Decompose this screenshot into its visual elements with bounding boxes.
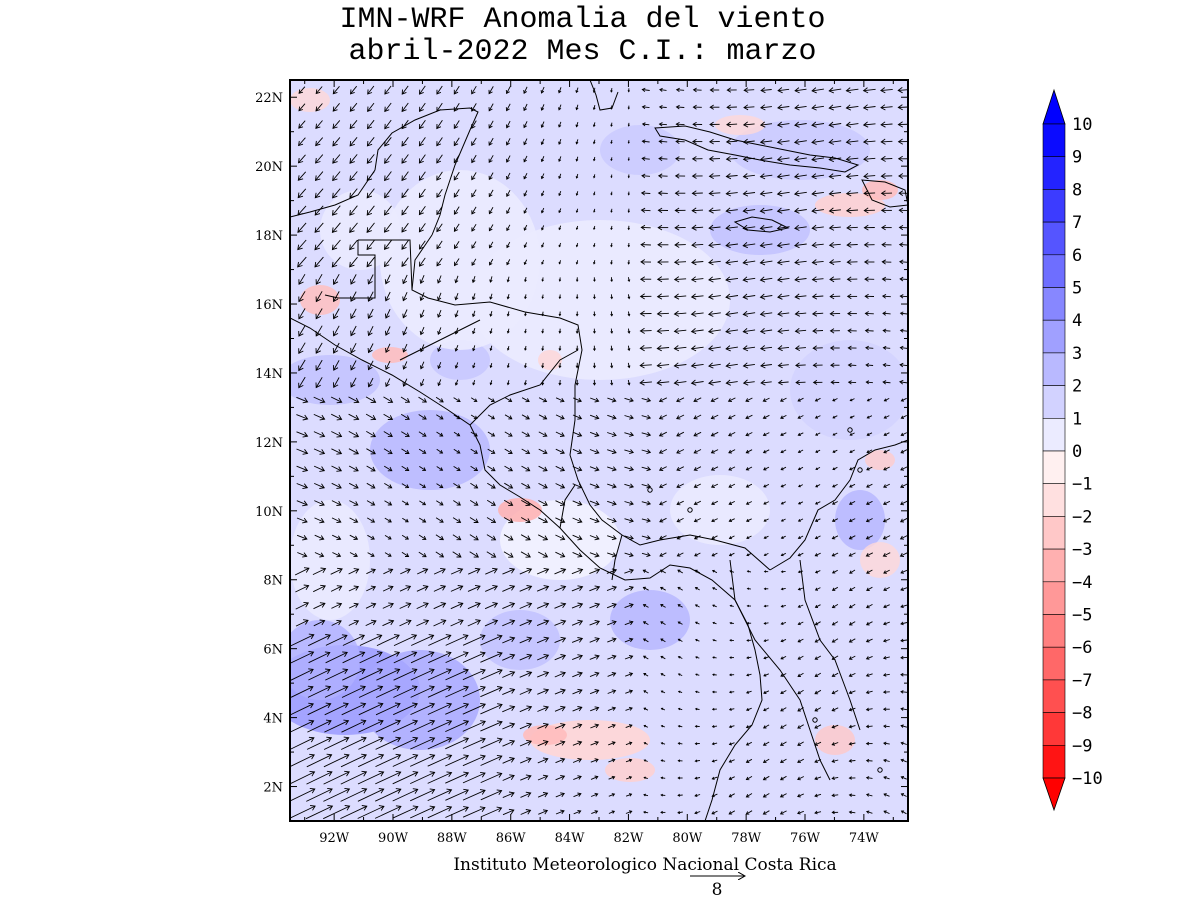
colorbar-label: 8 [1072,180,1082,200]
colorbar-bin [1042,679,1066,713]
colorbar-bin [1042,189,1066,223]
colorbar-bin [1042,221,1066,256]
colorbar-label: 1 [1072,409,1082,429]
colorbar-label: −6 [1072,638,1092,658]
lon-tick-label: 74W [849,831,880,846]
lat-tick-label: 12N [255,436,283,451]
colorbar-label: −5 [1072,606,1092,626]
colorbar-label: −4 [1072,573,1092,593]
lat-tick-label: 8N [263,574,283,589]
colorbar-bin [1042,352,1066,386]
colorbar-label: −9 [1072,736,1092,756]
lon-tick-label: 76W [790,831,821,846]
lon-tick-label: 84W [555,831,586,846]
colorbar-label: 0 [1072,442,1082,462]
lon-tick-label: 92W [319,831,350,846]
lon-tick-label: 78W [731,831,762,846]
colorbar-bin [1042,123,1066,158]
latitude-axis: 2N 4N 6N 8N 10N 12N 14N 16N 18N 20N 22N [255,91,908,822]
colorbar-label: −10 [1072,769,1103,789]
lat-tick-label: 20N [255,160,283,175]
colorbar-label: 6 [1072,246,1082,266]
colorbar-label: 10 [1072,115,1092,135]
colorbar-bin [1042,744,1066,779]
colorbar-bin [1042,581,1066,615]
colorbar-bin [1042,516,1066,550]
colorbar-bin [1042,287,1066,321]
colorbar-label: −2 [1072,507,1092,527]
colorbar-bin [1042,156,1066,190]
lon-tick-label: 86W [496,831,527,846]
colorbar-label: −8 [1072,704,1092,724]
lat-tick-label: 4N [263,712,283,727]
colorbar-bin [1042,548,1066,583]
lat-tick-label: 18N [255,229,283,244]
colorbar-label: 5 [1072,279,1082,299]
colorbar-bin [1042,614,1066,648]
chart-title-line-1: IMN-WRF Anomalia del viento [339,3,826,37]
lon-tick-label: 82W [613,831,644,846]
colorbar-label: 3 [1072,344,1082,364]
lon-tick-label: 90W [378,831,409,846]
colorbar-label: 2 [1072,377,1082,397]
colorbar-bin [1042,450,1066,485]
reference-vector-label: 8 [712,880,723,900]
colorbar-bottom-arrow [1042,777,1066,812]
lat-tick-label: 6N [263,643,283,658]
longitude-axis: 92W 90W 88W 86W 84W 82W 80W 78W 76W 74W [304,80,894,846]
colorbar-bin [1042,646,1066,681]
lat-tick-label: 22N [255,91,283,106]
lat-tick-label: 10N [255,505,283,520]
lon-tick-label: 80W [672,831,703,846]
colorbar-bin [1042,385,1066,419]
chart-title-line-2: abril-2022 Mes C.I.: marzo [348,35,817,69]
colorbar-bin [1042,712,1066,746]
reference-vector: 8 [690,876,745,900]
lon-tick-label: 88W [437,831,468,846]
colorbar-bin [1042,417,1066,452]
colorbar-label: 7 [1072,213,1082,233]
colorbar-label: 4 [1072,311,1082,331]
colorbar-label: −1 [1072,475,1092,495]
lat-tick-label: 14N [255,367,283,382]
colorbar-label: −7 [1072,671,1092,691]
colorbar-bin [1042,254,1066,288]
colorbar-bin [1042,319,1066,354]
lat-tick-label: 2N [263,781,283,796]
wind-vectors [290,85,908,820]
colorbar-label: −3 [1072,540,1092,560]
lat-tick-label: 16N [255,298,283,313]
institution-credit: Instituto Meteorologico Nacional Costa R… [453,855,836,875]
colorbar-bin [1042,483,1066,517]
colorbar-top-arrow [1042,88,1066,125]
colorbar-label: 9 [1072,148,1082,168]
